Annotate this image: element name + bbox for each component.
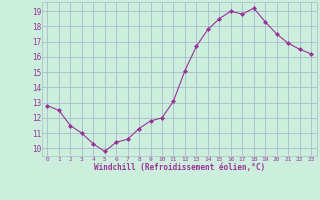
X-axis label: Windchill (Refroidissement éolien,°C): Windchill (Refroidissement éolien,°C) xyxy=(94,163,265,172)
